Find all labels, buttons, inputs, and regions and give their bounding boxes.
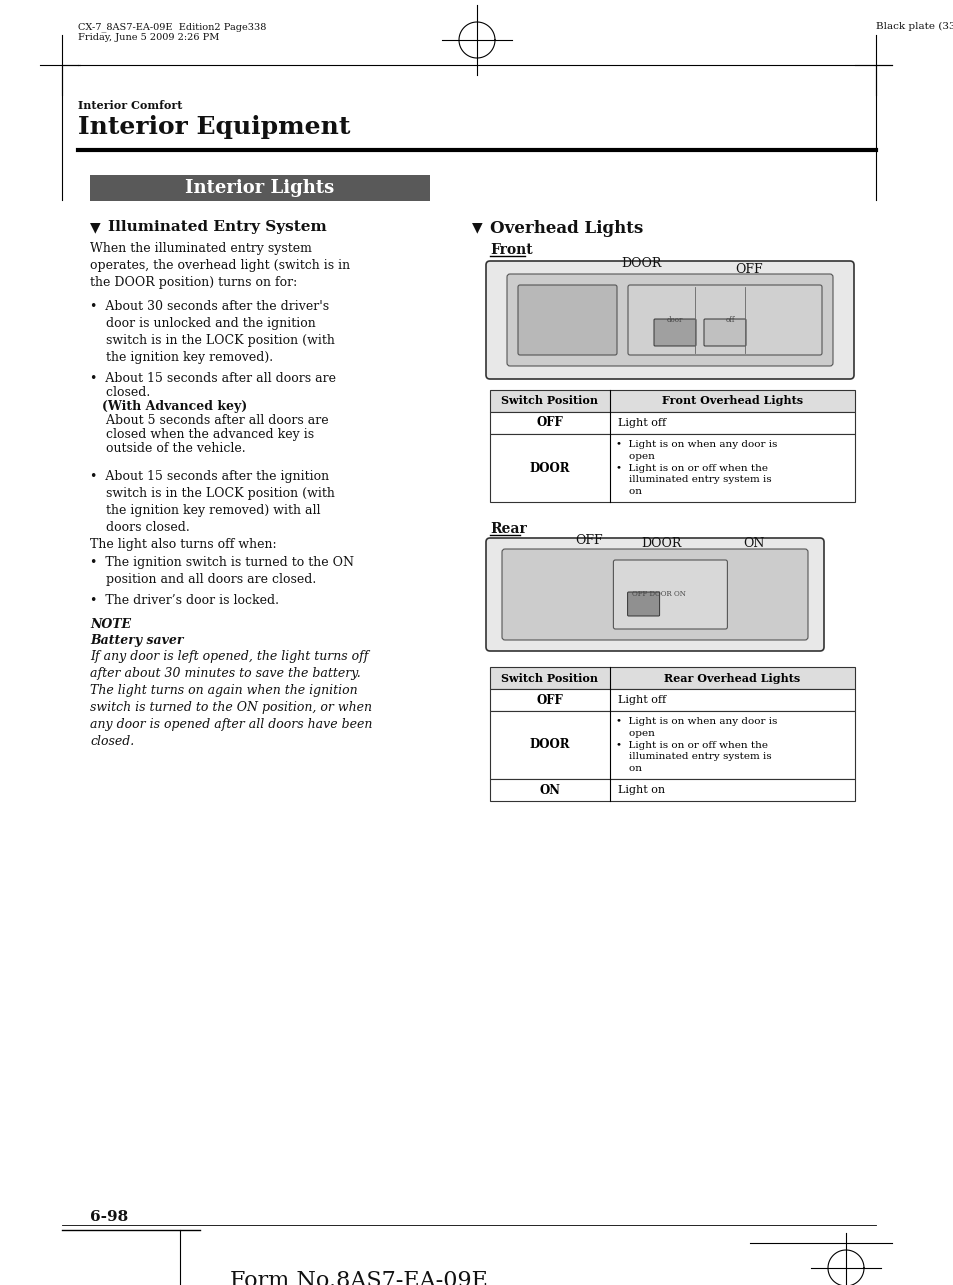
FancyBboxPatch shape [490,412,854,434]
Text: 6-98: 6-98 [90,1210,128,1225]
Text: OFF: OFF [536,416,563,429]
FancyBboxPatch shape [654,319,696,346]
Text: •  The ignition switch is turned to the ON
    position and all doors are closed: • The ignition switch is turned to the O… [90,556,354,586]
FancyBboxPatch shape [90,175,430,200]
Text: closed when the advanced key is: closed when the advanced key is [90,428,314,441]
FancyBboxPatch shape [490,434,854,502]
Text: Form No.8AS7-EA-09E: Form No.8AS7-EA-09E [230,1270,487,1285]
Text: (With Advanced key): (With Advanced key) [102,400,247,412]
Text: •  Light is on when any door is
    open
•  Light is on or off when the
    illu: • Light is on when any door is open • Li… [616,439,777,496]
FancyBboxPatch shape [490,667,854,689]
FancyBboxPatch shape [490,711,854,779]
Text: Interior Equipment: Interior Equipment [78,114,350,139]
Text: Light off: Light off [618,695,665,705]
FancyBboxPatch shape [506,274,832,366]
Text: OFF: OFF [735,263,762,276]
Text: •  About 15 seconds after the ignition
    switch is in the LOCK position (with
: • About 15 seconds after the ignition sw… [90,470,335,535]
Text: •  About 30 seconds after the driver's
    door is unlocked and the ignition
   : • About 30 seconds after the driver's do… [90,299,335,364]
Text: DOOR: DOOR [620,257,660,270]
Text: If any door is left opened, the light turns off
after about 30 minutes to save t: If any door is left opened, the light tu… [90,650,372,748]
Text: ▼: ▼ [472,220,482,234]
Text: OFF: OFF [575,535,602,547]
Text: off: off [724,316,734,324]
Text: Rear: Rear [490,522,526,536]
Text: Black plate (338,1): Black plate (338,1) [875,22,953,31]
Text: Overhead Lights: Overhead Lights [490,220,642,236]
Text: Light on: Light on [618,785,664,795]
FancyBboxPatch shape [490,391,854,412]
Text: Front Overhead Lights: Front Overhead Lights [661,396,802,406]
Text: The light also turns off when:: The light also turns off when: [90,538,276,551]
Text: About 5 seconds after all doors are: About 5 seconds after all doors are [90,414,328,427]
Text: outside of the vehicle.: outside of the vehicle. [90,442,245,455]
Text: DOOR: DOOR [640,537,681,550]
Text: DOOR: DOOR [529,739,570,752]
FancyBboxPatch shape [490,689,854,711]
FancyBboxPatch shape [517,285,617,355]
FancyBboxPatch shape [490,779,854,801]
FancyBboxPatch shape [613,560,726,628]
Text: Switch Position: Switch Position [501,672,598,684]
Text: •  About 15 seconds after all doors are: • About 15 seconds after all doors are [90,371,335,385]
Text: Switch Position: Switch Position [501,396,598,406]
Text: •  Light is on when any door is
    open
•  Light is on or off when the
    illu: • Light is on when any door is open • Li… [616,717,777,774]
FancyBboxPatch shape [485,538,823,651]
Text: Rear Overhead Lights: Rear Overhead Lights [663,672,800,684]
Text: closed.: closed. [90,386,150,400]
FancyBboxPatch shape [501,549,807,640]
Text: ON: ON [742,537,764,550]
Text: OFF: OFF [536,694,563,707]
Text: When the illuminated entry system
operates, the overhead light (switch is in
the: When the illuminated entry system operat… [90,242,350,289]
FancyBboxPatch shape [485,261,853,379]
Text: door: door [666,316,682,324]
Text: Front: Front [490,243,532,257]
Text: Battery saver: Battery saver [90,634,183,648]
FancyBboxPatch shape [627,592,659,616]
Text: •  The driver’s door is locked.: • The driver’s door is locked. [90,594,278,607]
FancyBboxPatch shape [703,319,745,346]
Text: NOTE: NOTE [90,618,131,631]
Text: ▼: ▼ [90,220,100,234]
Text: OFF DOOR ON: OFF DOOR ON [631,590,685,598]
Text: DOOR: DOOR [529,461,570,474]
Text: Light off: Light off [618,418,665,428]
FancyBboxPatch shape [627,285,821,355]
Text: ON: ON [539,784,560,797]
Text: Interior Comfort: Interior Comfort [78,100,182,111]
Text: CX-7_8AS7-EA-09E  Edition2 Page338
Friday, June 5 2009 2:26 PM: CX-7_8AS7-EA-09E Edition2 Page338 Friday… [78,22,266,42]
Text: Illuminated Entry System: Illuminated Entry System [108,220,327,234]
Text: Interior Lights: Interior Lights [185,179,335,197]
